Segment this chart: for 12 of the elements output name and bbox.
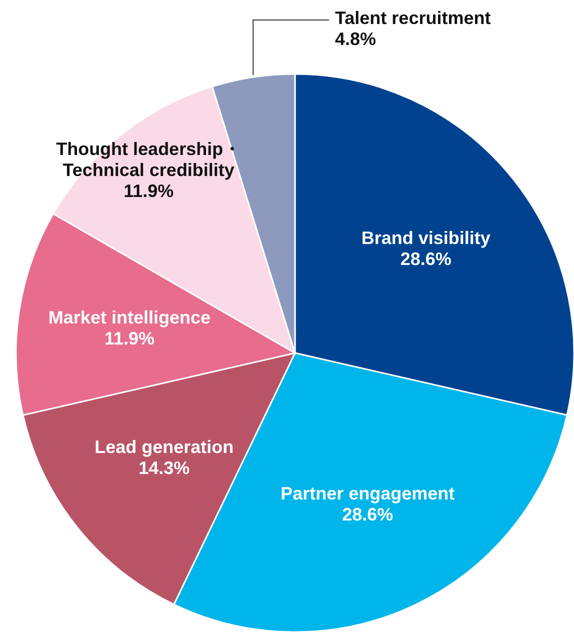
slice-label: Talent recruitment [335,8,491,28]
data-label: 28.6% [400,249,452,270]
slice-label: Thought leadership・ Technical credibility [56,139,242,180]
data-label: 11.9% [124,181,174,201]
data-label: 28.6% [342,504,394,524]
data-label: 4.8% [335,29,376,49]
data-label: 14.3% [138,458,190,478]
slice-label: Brand visibility [361,228,490,248]
slice-label: Partner engagement [280,483,455,504]
slice-label: Lead generation [94,436,234,457]
data-label: 11.9% [104,328,154,349]
slice-label: Market intelligence [48,308,210,328]
